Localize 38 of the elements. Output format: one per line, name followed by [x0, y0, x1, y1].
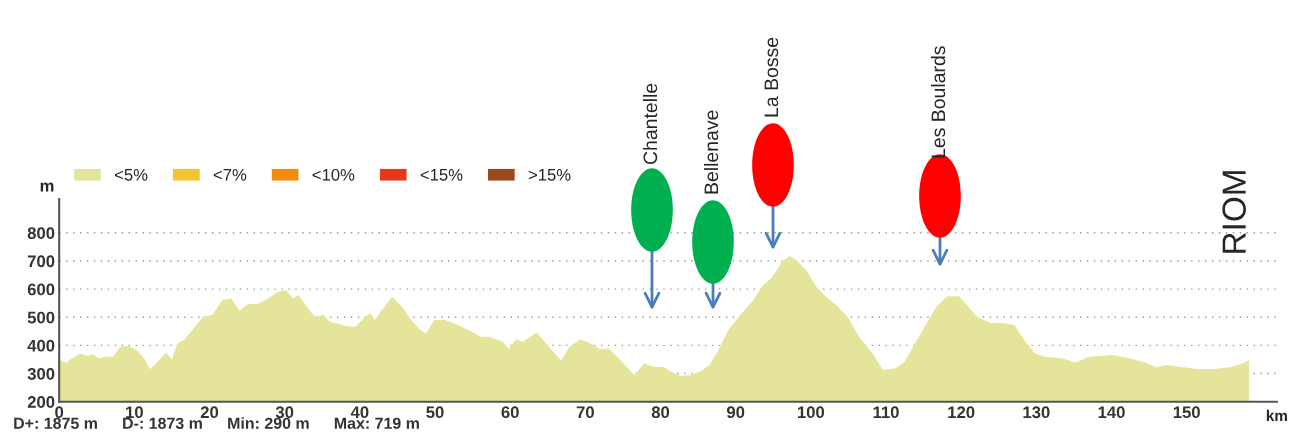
legend-label: <5%: [115, 169, 148, 181]
legend-label: >15%: [528, 169, 571, 181]
text: Chantelle: [642, 83, 658, 165]
legend-label: <10%: [312, 168, 355, 181]
x-tick-label: 40: [350, 406, 369, 419]
y-tick-label: 500: [27, 311, 55, 324]
x-tick-label: 30: [275, 406, 294, 419]
annotation: RIOM: [1222, 171, 1246, 253]
text: D+: 1875 m: [14, 417, 97, 429]
y-axis-title: m: [40, 182, 54, 192]
text: D-: 1873 m: [123, 417, 202, 429]
y-tick-label: 700: [27, 255, 55, 268]
legend-label: <15%: [420, 169, 463, 181]
x-tick-label: 110: [873, 406, 899, 419]
x-tick-label: 100: [797, 406, 825, 419]
x-tick-label: 90: [726, 406, 745, 419]
x-tick-label: 120: [948, 406, 975, 419]
x-tick-label: 70: [576, 406, 594, 419]
text: Min: 290 m: [228, 417, 309, 429]
x-tick-label: 130: [1023, 406, 1050, 419]
x-tick-label: 20: [200, 406, 219, 419]
x-tick-label: 60: [501, 406, 519, 419]
x-tick-label: 140: [1098, 406, 1125, 419]
y-tick-label: 300: [27, 367, 55, 380]
text: Bellenave: [703, 110, 719, 194]
y-tick-label: 600: [27, 283, 55, 296]
x-tick-label: 10: [126, 406, 143, 419]
y-tick-label: 800: [27, 227, 55, 240]
text: La Bosse: [764, 37, 779, 117]
text: Les Boulards: [930, 46, 946, 158]
legend-label: <7%: [213, 169, 247, 181]
x-tick-label: 150: [1173, 406, 1200, 419]
x-tick-label: 50: [426, 406, 444, 419]
y-tick-label: 400: [27, 339, 55, 352]
text: Max: 719 m: [334, 417, 419, 429]
x-axis-title: km: [1266, 409, 1287, 421]
y-tick-label: 200: [27, 396, 55, 408]
x-tick-label: 80: [651, 406, 670, 419]
